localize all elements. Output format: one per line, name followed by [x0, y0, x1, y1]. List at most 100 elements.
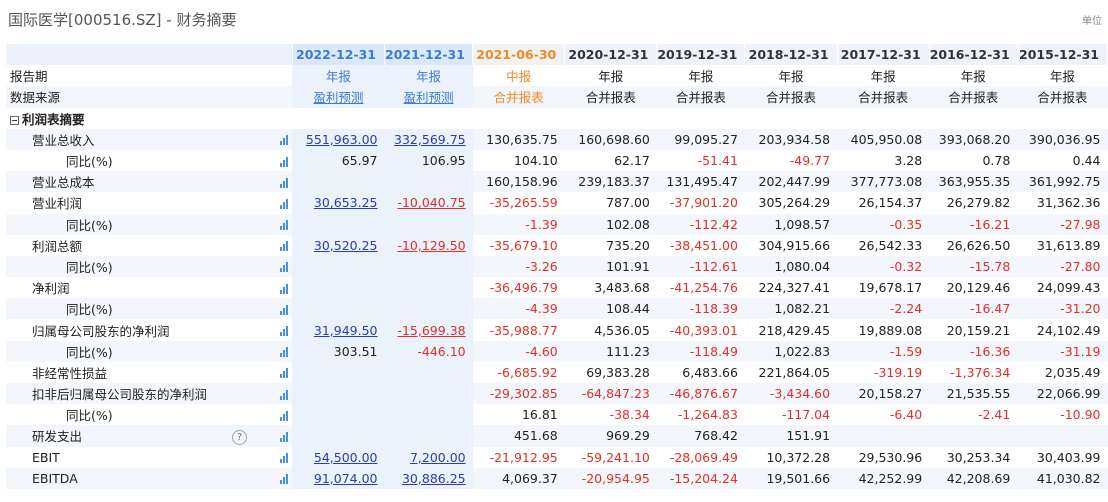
row-label: 营业总收入 — [6, 128, 277, 150]
value-cell: -35,265.59 — [472, 192, 565, 214]
chart-icon-cell[interactable] — [276, 425, 293, 447]
value-cell: 969.29 — [564, 425, 657, 447]
section-header[interactable]: − 利润表摘要 — [6, 107, 1108, 129]
value-cell: 224,327.41 — [744, 277, 838, 299]
chart-icon-cell[interactable] — [276, 319, 293, 341]
chart-icon-cell[interactable] — [276, 192, 293, 214]
row-label-text: 扣非后归属母公司股东的净利润 — [32, 387, 208, 403]
chart-icon[interactable] — [279, 177, 289, 188]
value-cell — [837, 425, 930, 447]
chart-icon-cell[interactable] — [276, 213, 293, 235]
value-cell: -41,254.76 — [656, 277, 745, 299]
chart-icon-cell[interactable] — [276, 171, 293, 193]
row-label: 同比(%) — [6, 340, 277, 362]
chart-icon[interactable] — [279, 347, 289, 358]
value-cell: 239,183.37 — [564, 171, 657, 193]
column-header-2021-06-30[interactable]: 2021-06-30 — [472, 44, 566, 66]
chart-icon[interactable] — [279, 198, 289, 209]
chart-icon-cell[interactable] — [276, 128, 293, 150]
chart-icon[interactable] — [279, 262, 289, 273]
table-row: 同比(%) -4.39 108.44 -118.39 1,082.21 -2.24 -16.… — [6, 298, 1108, 320]
chart-icon[interactable] — [279, 431, 289, 442]
value-cell: 1,022.83 — [744, 340, 838, 362]
value-cell: 99,095.27 — [656, 128, 745, 150]
chart-icon[interactable] — [279, 326, 289, 337]
value-cell[interactable]: -10,129.50 — [384, 234, 473, 256]
meta-cell: 合并报表 — [564, 86, 657, 108]
row-label-text: 营业利润 — [32, 196, 83, 212]
value-cell: -3,434.60 — [744, 383, 838, 405]
chart-icon[interactable] — [279, 368, 289, 379]
value-cell[interactable]: 332,569.75 — [384, 128, 473, 150]
meta-cell[interactable]: 盈利预测 — [384, 86, 473, 108]
chart-icon-cell[interactable] — [276, 383, 293, 405]
value-cell: 26,626.50 — [929, 234, 1018, 256]
value-cell: 131,495.47 — [656, 171, 745, 193]
chart-icon-cell[interactable] — [276, 255, 293, 278]
value-cell — [929, 425, 1018, 447]
value-cell: -446.10 — [384, 340, 473, 362]
chart-icon[interactable] — [279, 304, 289, 315]
value-cell: 405,950.08 — [837, 128, 930, 150]
chart-icon-cell[interactable] — [276, 340, 293, 362]
chart-icon[interactable] — [279, 474, 289, 485]
value-cell[interactable]: -15,699.38 — [384, 319, 473, 341]
value-cell[interactable]: 30,520.25 — [292, 234, 385, 256]
column-header-2019-12-31[interactable]: 2019-12-31 — [656, 44, 746, 66]
value-cell[interactable]: -10,040.75 — [384, 192, 473, 214]
value-cell — [292, 361, 385, 383]
value-cell[interactable]: 7,200.00 — [384, 446, 473, 468]
table-row: 扣非后归属母公司股东的净利润 -29,302.85 -64,847.23 -46,87… — [6, 383, 1108, 405]
table-row: 归属母公司股东的净利润 31,949.50 -15,699.38 -35,988.77… — [6, 319, 1108, 341]
value-cell: -27.98 — [1017, 213, 1108, 235]
row-label-text: 营业总收入 — [32, 132, 95, 148]
chart-icon-cell[interactable] — [276, 234, 293, 256]
chart-icon-cell[interactable] — [276, 277, 293, 299]
chart-icon[interactable] — [279, 135, 289, 146]
value-cell — [292, 171, 385, 193]
column-header-2020-12-31[interactable]: 2020-12-31 — [564, 44, 658, 66]
section-row-income-statement[interactable]: − 利润表摘要 — [6, 107, 1108, 129]
value-cell: 108.44 — [564, 298, 657, 320]
chart-icon[interactable] — [279, 241, 289, 252]
row-label-text: 净利润 — [32, 281, 70, 297]
chart-icon-cell[interactable] — [276, 467, 293, 489]
chart-icon-cell[interactable] — [276, 404, 293, 426]
chart-icon[interactable] — [279, 156, 289, 167]
column-header-2022-12-31[interactable]: 2022-12-31 — [292, 44, 386, 66]
chart-icon-cell[interactable] — [276, 149, 293, 172]
value-cell[interactable]: 31,949.50 — [292, 319, 385, 341]
chart-icon[interactable] — [279, 389, 289, 400]
row-label: 同比(%) — [6, 213, 277, 235]
chart-icon-cell[interactable] — [276, 361, 293, 383]
collapse-icon[interactable]: − — [10, 115, 19, 125]
chart-icon-cell[interactable] — [276, 446, 293, 468]
column-header-2017-12-31[interactable]: 2017-12-31 — [837, 44, 930, 66]
value-cell[interactable]: 30,886.25 — [384, 467, 473, 489]
meta-cell[interactable]: 盈利预测 — [292, 86, 385, 108]
value-cell: -29,302.85 — [472, 383, 565, 405]
value-cell[interactable]: 551,963.00 — [292, 128, 385, 150]
column-header-2016-12-31[interactable]: 2016-12-31 — [929, 44, 1018, 66]
chart-icon[interactable] — [279, 410, 289, 421]
column-header-2018-12-31[interactable]: 2018-12-31 — [744, 44, 838, 66]
value-cell — [384, 277, 473, 299]
chart-icon-cell[interactable] — [276, 298, 293, 320]
value-cell — [292, 277, 385, 299]
value-cell: -35,679.10 — [472, 234, 565, 256]
help-icon[interactable]: ? — [232, 430, 248, 446]
chart-icon[interactable] — [279, 283, 289, 294]
value-cell — [384, 361, 473, 383]
value-cell[interactable]: 54,500.00 — [292, 446, 385, 468]
value-cell — [384, 171, 473, 193]
value-cell: -51.41 — [656, 149, 745, 172]
value-cell: 20,158.27 — [837, 383, 930, 405]
column-header-2015-12-31[interactable]: 2015-12-31 — [1017, 44, 1108, 66]
chart-icon[interactable] — [279, 453, 289, 464]
row-label: EBITDA — [6, 467, 277, 489]
chart-icon[interactable] — [279, 220, 289, 231]
header-blank — [6, 44, 293, 66]
value-cell[interactable]: 30,653.25 — [292, 192, 385, 214]
column-header-2021-12-31[interactable]: 2021-12-31 — [384, 44, 474, 66]
value-cell[interactable]: 91,074.00 — [292, 467, 385, 489]
